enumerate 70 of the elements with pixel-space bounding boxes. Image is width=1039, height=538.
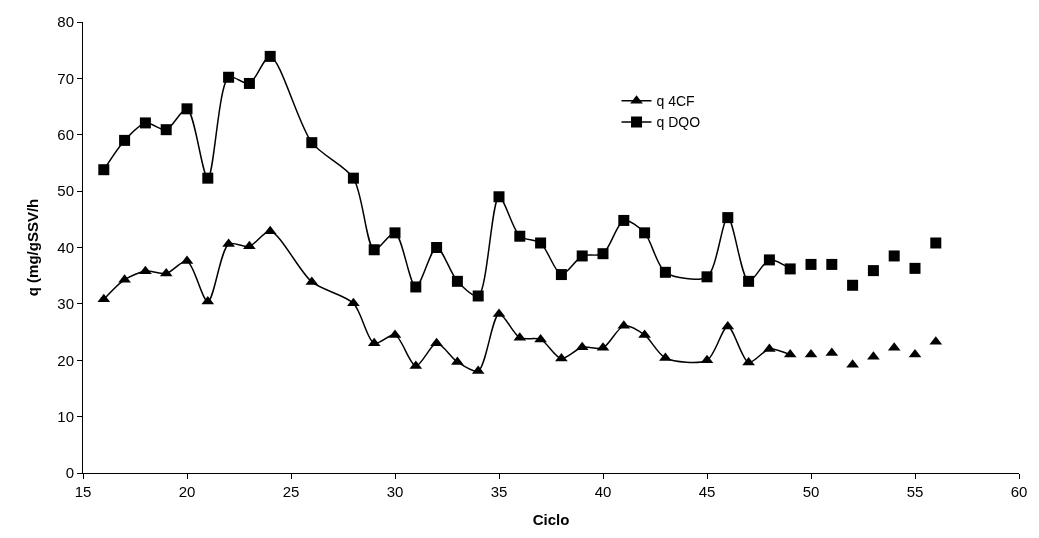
y-tick-label: 10 (57, 407, 74, 425)
point (555, 269, 567, 281)
point (743, 275, 755, 287)
y-tick-label: 50 (57, 182, 74, 200)
point (722, 212, 734, 224)
point (847, 279, 859, 291)
point (119, 134, 131, 146)
point (160, 124, 172, 136)
y-tick-label: 70 (57, 69, 74, 87)
y-tick-label: 40 (57, 238, 74, 256)
point (430, 337, 443, 347)
point (97, 293, 111, 303)
point (159, 267, 173, 277)
x-tick-label: 25 (282, 483, 300, 500)
y-tick-label: 60 (57, 126, 74, 143)
y-tick-label: 0 (65, 464, 74, 482)
point (431, 242, 443, 253)
point (701, 271, 713, 283)
point (639, 227, 651, 239)
point (721, 320, 735, 330)
point (306, 137, 318, 149)
point (763, 254, 775, 266)
point (535, 237, 547, 249)
point (514, 230, 526, 242)
point (347, 297, 360, 307)
y-tick-label: 30 (57, 295, 74, 313)
point (659, 266, 671, 278)
x-tick-label: 20 (178, 483, 196, 500)
x-tick-label: 35 (490, 483, 508, 500)
y-axis-title: q (mg/gSSV/h (23, 198, 41, 297)
point (368, 244, 380, 256)
point (202, 172, 214, 184)
x-tick-label: 15 (74, 483, 92, 500)
point (347, 172, 359, 184)
point (181, 103, 193, 115)
legend-label: q DQO (656, 114, 701, 131)
y-tick-label: 80 (57, 13, 74, 31)
x-tick-label: 40 (594, 483, 612, 500)
point (575, 341, 589, 351)
point (139, 117, 151, 129)
legend-label: q 4CF (656, 93, 695, 110)
x-tick-label: 30 (386, 483, 404, 500)
x-tick-label: 55 (906, 483, 924, 500)
point (243, 240, 256, 250)
y-tick-label: 20 (57, 351, 74, 369)
x-tick-label: 45 (698, 483, 716, 500)
point (930, 237, 942, 249)
point (618, 214, 630, 226)
point (867, 265, 879, 277)
point (576, 250, 588, 262)
point (493, 191, 505, 203)
point (805, 258, 817, 270)
point (389, 227, 401, 239)
point (909, 262, 921, 274)
point (98, 164, 110, 176)
point (223, 71, 235, 83)
point (367, 337, 381, 347)
point (534, 333, 547, 343)
x-tick-label: 50 (802, 483, 820, 500)
point (264, 50, 276, 62)
x-axis-title: Ciclo (532, 511, 570, 528)
point (597, 248, 609, 260)
point (410, 281, 422, 293)
point (784, 263, 796, 275)
x-tick-label: 60 (1010, 483, 1028, 500)
point (826, 258, 838, 270)
point (243, 77, 255, 89)
point (451, 275, 463, 287)
point (888, 250, 900, 262)
point (472, 290, 484, 302)
